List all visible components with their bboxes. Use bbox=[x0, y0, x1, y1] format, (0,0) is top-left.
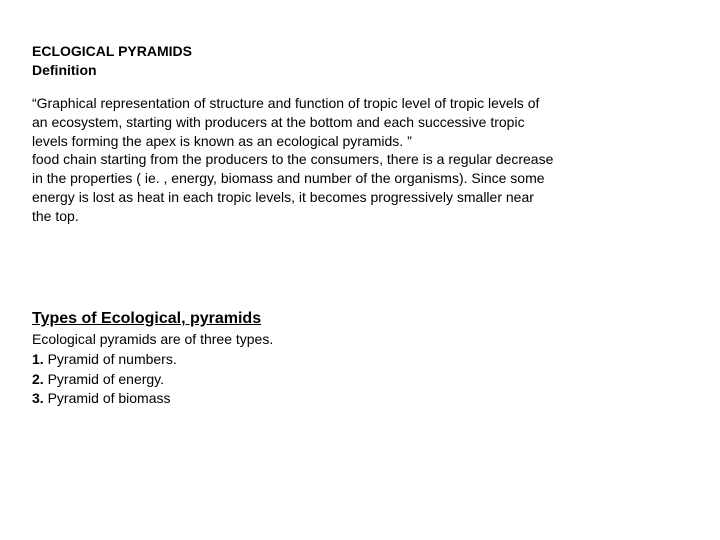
main-title: ECLOGICAL PYRAMIDS bbox=[32, 42, 688, 61]
list-item: 3. Pyramid of biomass bbox=[32, 389, 688, 409]
list-item: 1. Pyramid of numbers. bbox=[32, 350, 688, 370]
list-label: Pyramid of numbers. bbox=[48, 351, 177, 367]
paragraph-line: the top. bbox=[32, 207, 688, 226]
list-number: 1. bbox=[32, 351, 48, 367]
definition-heading: Definition bbox=[32, 61, 688, 80]
paragraph-line: energy is lost as heat in each tropic le… bbox=[32, 188, 688, 207]
list-label: Pyramid of biomass bbox=[48, 390, 171, 406]
spacer bbox=[32, 80, 688, 94]
list-number: 2. bbox=[32, 371, 48, 387]
paragraph-line: levels forming the apex is known as an e… bbox=[32, 132, 688, 151]
spacer bbox=[32, 226, 688, 308]
types-subheading: Types of Ecological, pyramids bbox=[32, 308, 688, 330]
document-content: ECLOGICAL PYRAMIDS Definition “Graphical… bbox=[32, 42, 688, 409]
list-label: Pyramid of energy. bbox=[48, 371, 164, 387]
list-item: 2. Pyramid of energy. bbox=[32, 370, 688, 390]
paragraph-line: “Graphical representation of structure a… bbox=[32, 94, 688, 113]
paragraph-line: in the properties ( ie. , energy, biomas… bbox=[32, 169, 688, 188]
paragraph-line: food chain starting from the producers t… bbox=[32, 150, 688, 169]
paragraph-line: an ecosystem, starting with producers at… bbox=[32, 113, 688, 132]
types-intro: Ecological pyramids are of three types. bbox=[32, 330, 688, 350]
list-number: 3. bbox=[32, 390, 48, 406]
